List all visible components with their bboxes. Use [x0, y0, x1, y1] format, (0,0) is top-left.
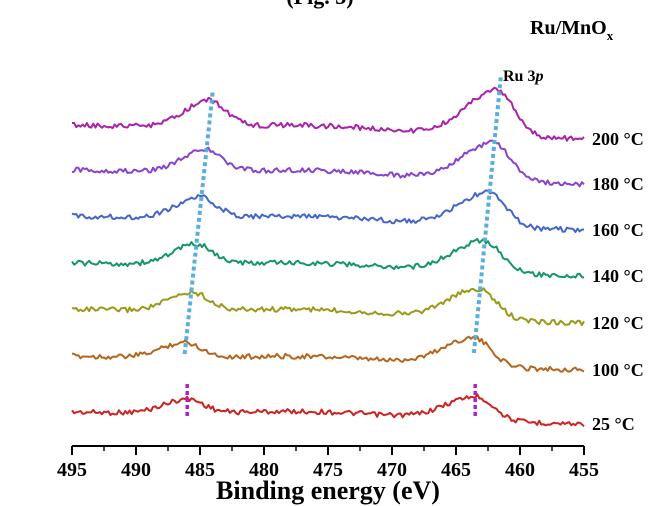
series-label-180c: 180 °C [592, 174, 644, 194]
chart-title-partial: (Fig. 3) [286, 0, 353, 9]
series-line-200c [72, 86, 585, 142]
sample-label: Ru/MnOx [530, 17, 614, 43]
x-tick-label-455: 455 [569, 459, 599, 481]
x-tick-label-485: 485 [185, 459, 215, 481]
series-line-100c [71, 335, 585, 373]
sample-label-sub: x [607, 28, 614, 43]
series-label-160c: 160 °C [592, 220, 644, 240]
series-label-120c: 120 °C [592, 313, 644, 333]
series-label-25c: 25 °C [592, 414, 635, 434]
guide-lines-group [182, 76, 503, 419]
series-labels-group: 25 °C 100 °C 120 °C 140 °C 160 °C 180 °C 200 °… [592, 129, 644, 434]
curves-group [71, 86, 585, 428]
x-tick-label-470: 470 [377, 459, 407, 481]
x-tick-label-490: 490 [121, 459, 151, 481]
series-line-25c [71, 393, 585, 428]
x-tick-label-480: 480 [249, 459, 279, 481]
sample-label-main: Ru/MnO [530, 17, 607, 39]
guide-line-2 [471, 76, 503, 354]
peak-label-italic: p [533, 68, 543, 85]
series-label-140c: 140 °C [592, 266, 644, 286]
x-tick-label-495: 495 [57, 459, 87, 481]
x-tick-label-460: 460 [505, 459, 535, 481]
series-line-140c [71, 237, 585, 279]
series-label-100c: 100 °C [592, 360, 644, 380]
x-axis-label: Binding energy (eV) [216, 476, 440, 505]
x-ticks-group: 495 490 485 480 475 470 465 460 455 [57, 446, 599, 481]
peak-label-main: Ru 3 [503, 68, 535, 85]
series-line-180c [71, 139, 585, 188]
series-line-160c [71, 189, 585, 233]
series-label-200c: 200 °C [592, 129, 644, 149]
guide-line-1 [182, 90, 215, 355]
series-line-120c [71, 287, 585, 327]
x-tick-label-475: 475 [313, 459, 343, 481]
peak-label: Ru 3p [503, 68, 543, 85]
x-tick-label-465: 465 [441, 459, 471, 481]
